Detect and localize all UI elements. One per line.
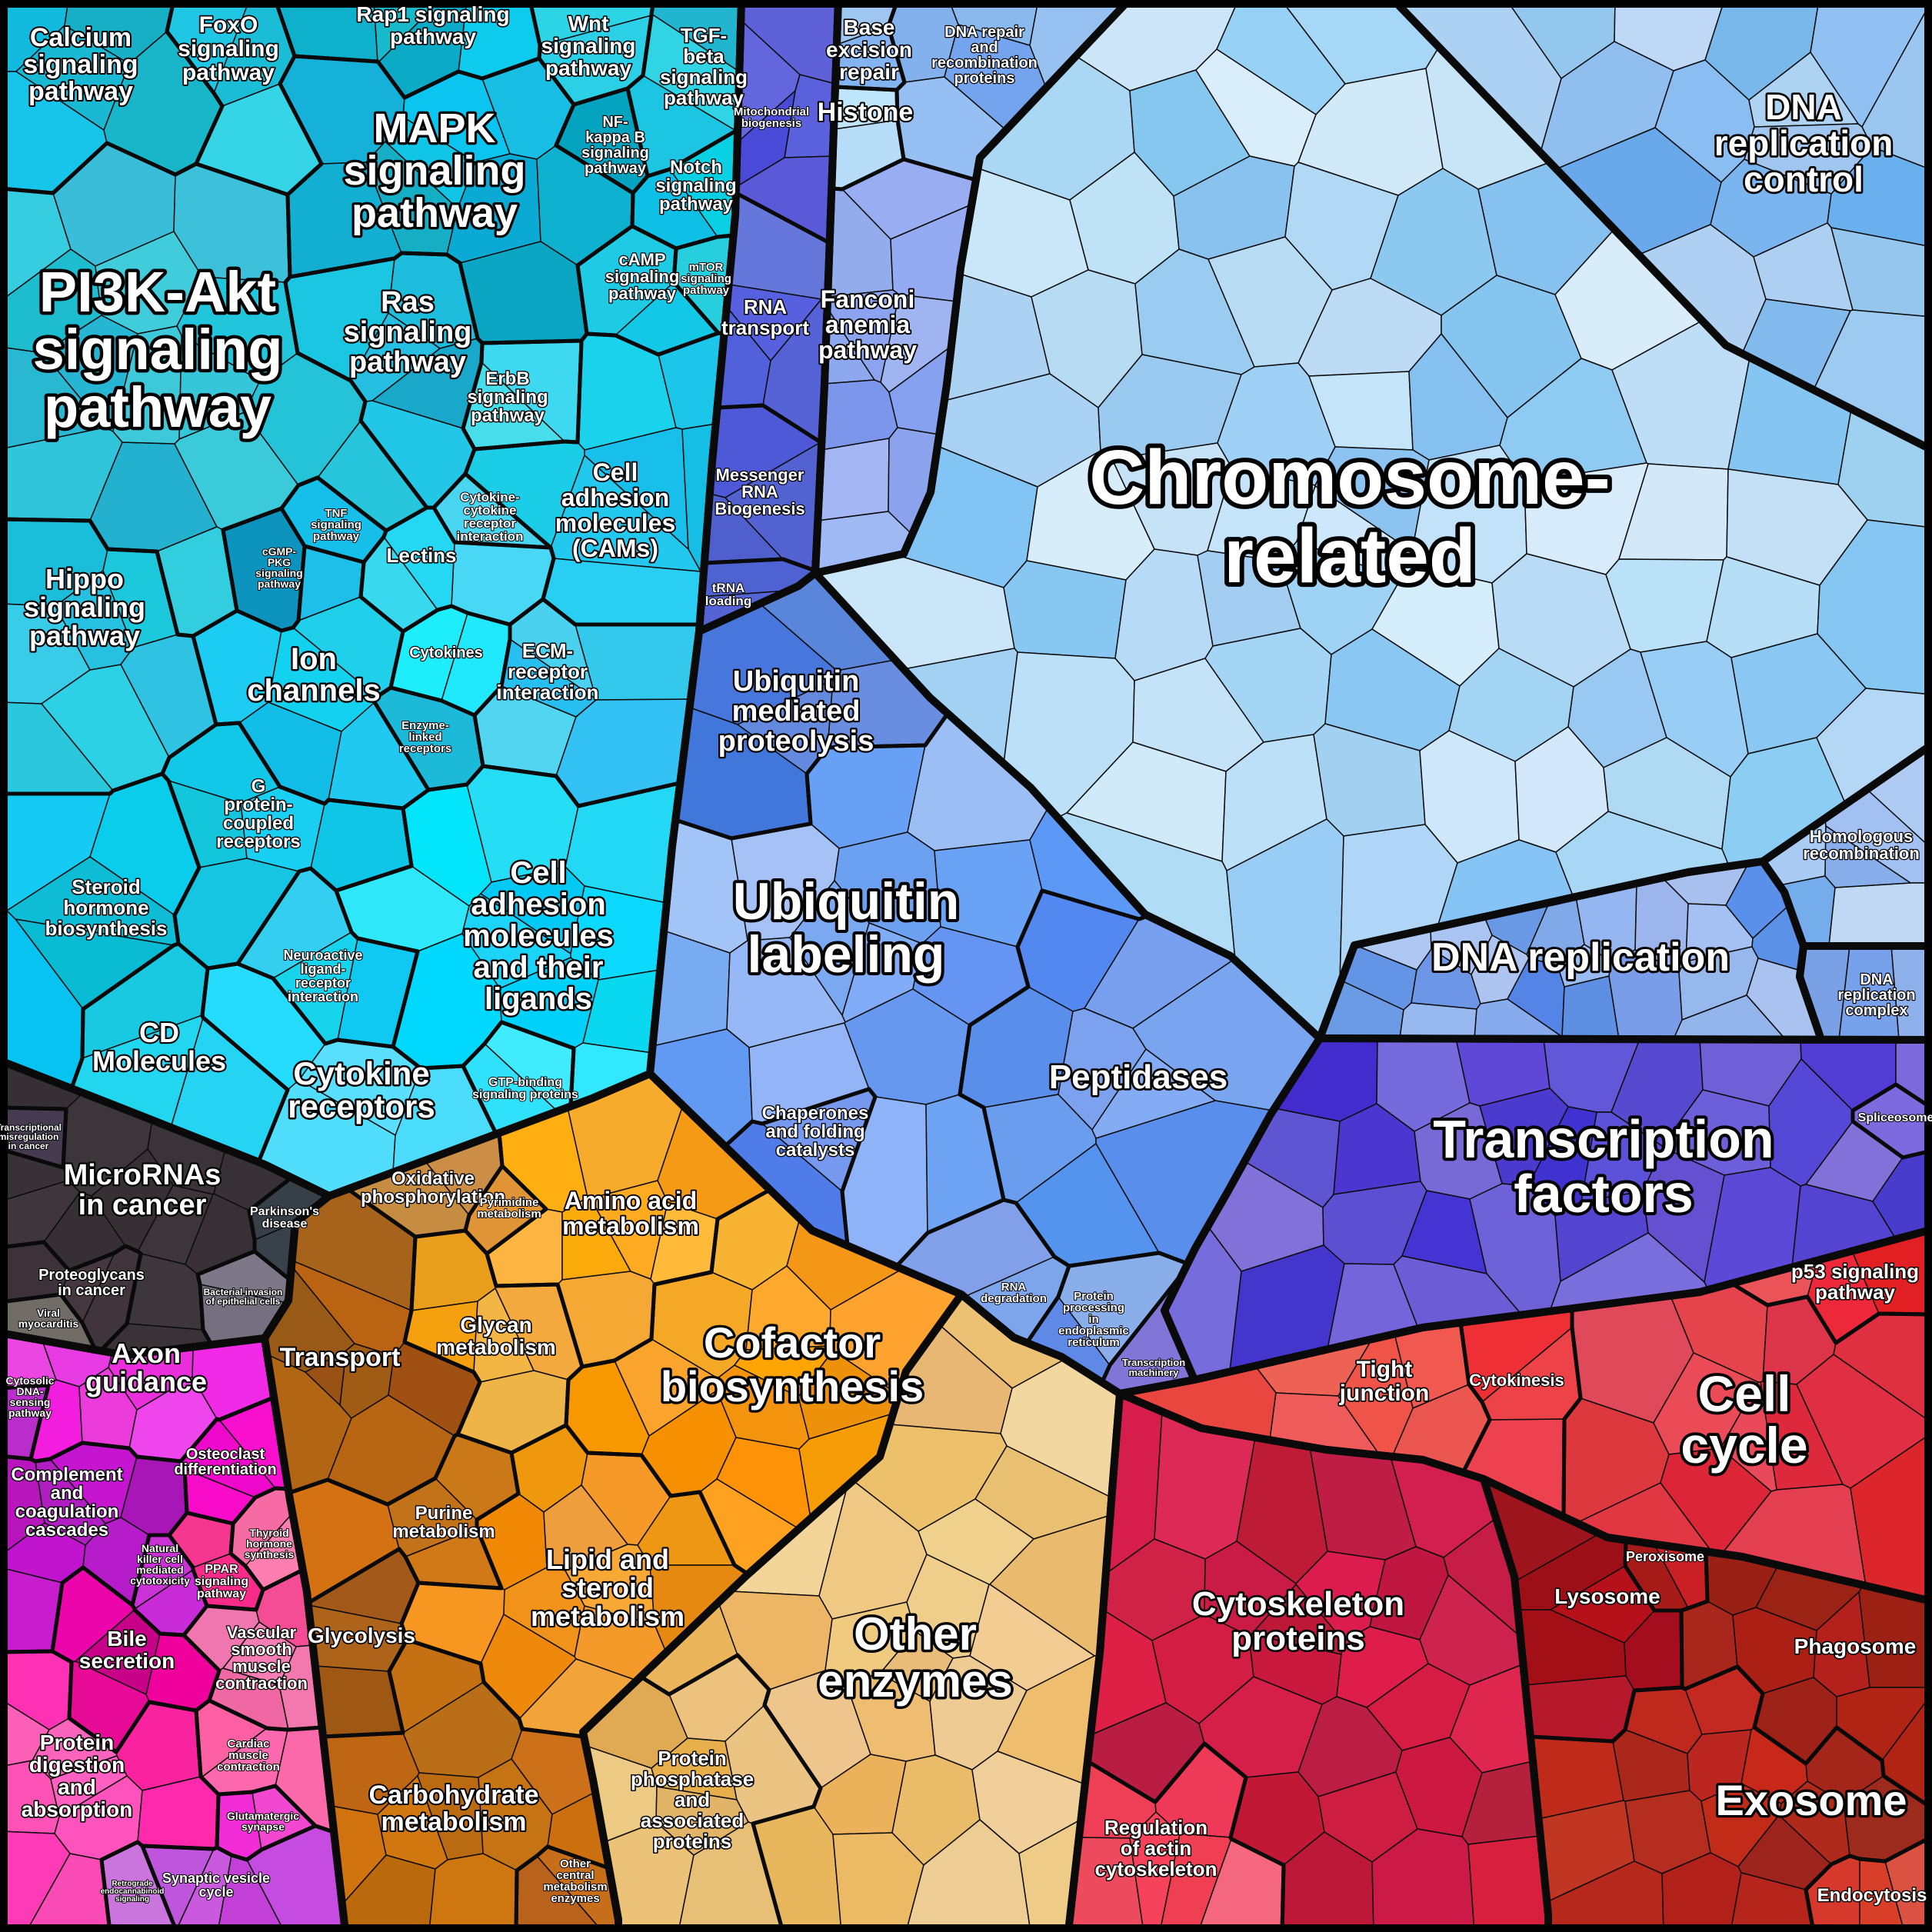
- svg-text:Cytokinesis: Cytokinesis: [1469, 1371, 1564, 1390]
- svg-text:Spliceosome: Spliceosome: [1858, 1111, 1932, 1124]
- svg-text:Chromosome-related: Chromosome-related: [1089, 435, 1611, 599]
- svg-text:Exosome: Exosome: [1716, 1776, 1907, 1824]
- svg-text:DNA replication: DNA replication: [1431, 935, 1730, 980]
- svg-text:Glycolysis: Glycolysis: [308, 1624, 415, 1647]
- svg-text:Lysosome: Lysosome: [1554, 1584, 1660, 1608]
- svg-text:Phagosome: Phagosome: [1794, 1634, 1917, 1658]
- svg-text:Peroxisome: Peroxisome: [1626, 1549, 1704, 1564]
- svg-text:Transport: Transport: [280, 1343, 401, 1372]
- svg-text:Lectins: Lectins: [386, 544, 456, 567]
- svg-text:Endocytosis: Endocytosis: [1817, 1885, 1927, 1906]
- svg-text:Cytokines: Cytokines: [409, 645, 483, 661]
- svg-text:Histone: Histone: [818, 98, 914, 127]
- svg-text:Peptidases: Peptidases: [1049, 1058, 1227, 1096]
